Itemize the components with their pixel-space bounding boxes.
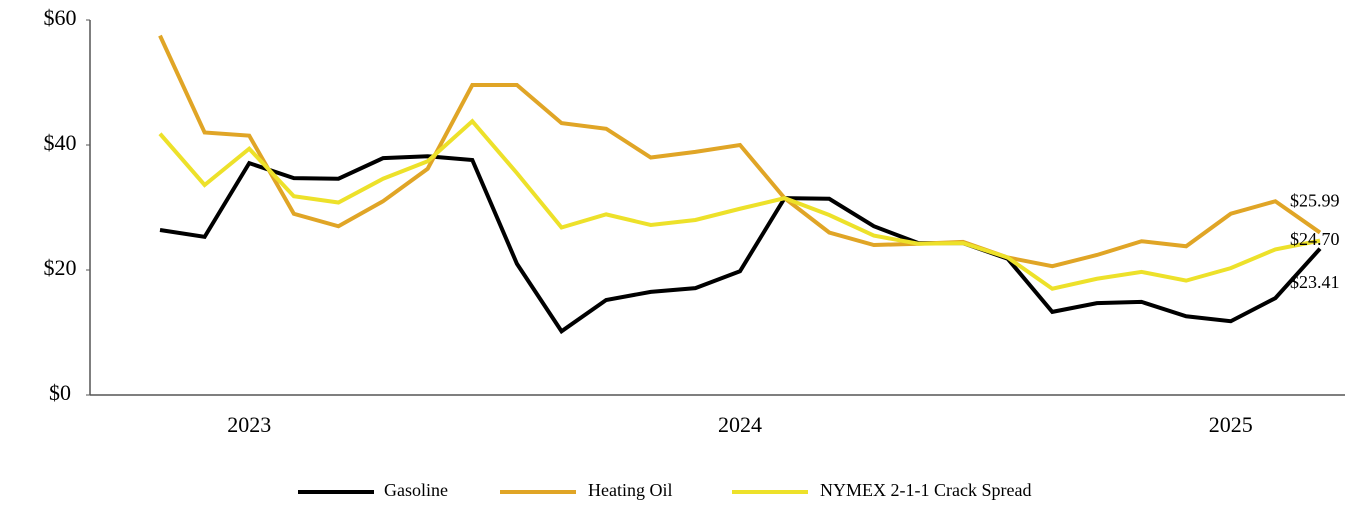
y-tick-label: $0 <box>49 380 71 405</box>
x-tick-label: 2024 <box>718 412 762 437</box>
legend-label: Heating Oil <box>588 480 672 500</box>
x-tick-label: 2025 <box>1209 412 1253 437</box>
legend-label: Gasoline <box>384 480 448 500</box>
legend-label: NYMEX 2-1-1 Crack Spread <box>820 480 1031 500</box>
value-label: $24.70 <box>1290 229 1340 249</box>
y-tick-label: $40 <box>44 130 77 155</box>
line-series <box>159 154 1322 335</box>
value-label: $25.99 <box>1290 191 1340 211</box>
line-series <box>158 34 1322 269</box>
value-label: $23.41 <box>1290 272 1340 292</box>
line-series <box>158 118 1321 291</box>
y-tick-label: $60 <box>44 5 77 30</box>
y-tick-label: $20 <box>44 255 77 280</box>
x-tick-label: 2023 <box>227 412 271 437</box>
